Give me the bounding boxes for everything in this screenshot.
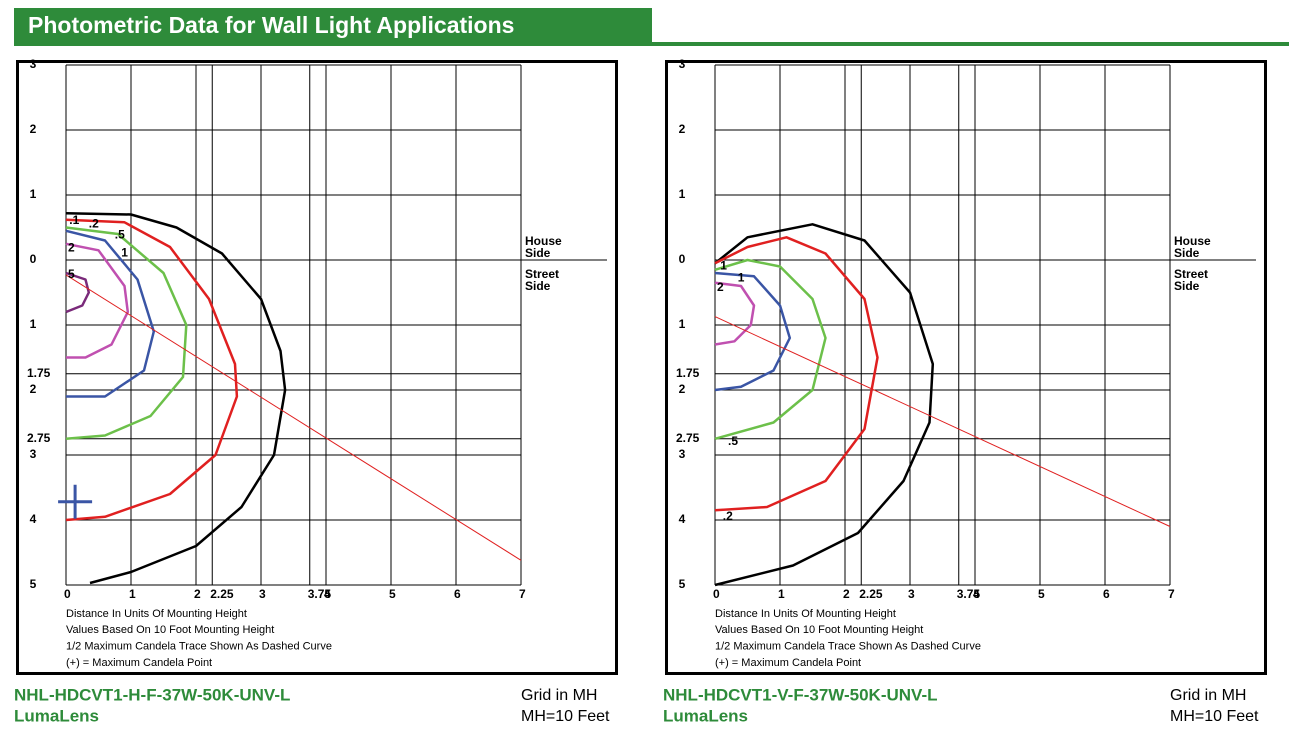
y-tick-label: 5 bbox=[30, 577, 37, 591]
grid-note: Grid in MH bbox=[1170, 687, 1246, 704]
x-tick-label: 2 bbox=[194, 587, 201, 601]
y-tick-label: 1 bbox=[679, 187, 686, 201]
contour-label: .5 bbox=[728, 434, 738, 448]
y-tick-label: 1.75 bbox=[27, 366, 51, 380]
title-rule bbox=[14, 42, 1289, 46]
y-tick-label: 1 bbox=[30, 317, 37, 331]
note: Distance In Units Of Mounting Height bbox=[66, 608, 247, 620]
isocandela-curve bbox=[65, 271, 91, 314]
x-tick-label: 3.75 bbox=[957, 587, 981, 601]
isocandela-curve bbox=[65, 226, 188, 441]
lens-name: LumaLens bbox=[663, 706, 748, 725]
y-tick-label: 3 bbox=[679, 57, 686, 71]
x-tick-label: 2 bbox=[843, 587, 850, 601]
grid-note: Grid in MH bbox=[521, 687, 597, 704]
y-tick-label: 2.75 bbox=[27, 431, 51, 445]
panel-frame bbox=[16, 60, 618, 675]
y-tick-label: 3 bbox=[30, 447, 37, 461]
title-bar bbox=[14, 8, 652, 45]
x-tick-label: 2.25 bbox=[859, 587, 883, 601]
page-title: Photometric Data for Wall Light Applicat… bbox=[28, 12, 514, 38]
contour-label: .1 bbox=[69, 213, 79, 227]
y-tick-label: 2.75 bbox=[676, 431, 700, 445]
y-tick-label: 1 bbox=[30, 187, 37, 201]
street-side-label: Street Side bbox=[525, 267, 559, 293]
note: 1/2 Maximum Candela Trace Shown As Dashe… bbox=[66, 641, 332, 653]
x-tick-label: 6 bbox=[454, 587, 461, 601]
contour-label: .2 bbox=[89, 216, 99, 230]
street-side-label: Street Side bbox=[1174, 267, 1208, 293]
mh-note: MH=10 Feet bbox=[521, 708, 610, 725]
y-tick-label: 2 bbox=[679, 382, 686, 396]
contour-label: 2 bbox=[68, 240, 75, 254]
contour-label: 5 bbox=[68, 267, 75, 281]
y-tick-label: 4 bbox=[30, 512, 37, 526]
contour-label: 1 bbox=[738, 270, 745, 284]
y-tick-label: 1.75 bbox=[676, 366, 700, 380]
product-name: NHL-HDCVT1-H-F-37W-50K-UNV-L bbox=[14, 685, 290, 704]
house-side-label: House Side bbox=[1174, 234, 1211, 260]
y-tick-label: 4 bbox=[679, 512, 686, 526]
x-tick-label: 7 bbox=[1168, 587, 1175, 601]
x-tick-label: 1 bbox=[129, 587, 136, 601]
note: 1/2 Maximum Candela Trace Shown As Dashe… bbox=[715, 641, 981, 653]
contour-label: 1 bbox=[121, 246, 128, 260]
isocandela-curve bbox=[714, 236, 879, 512]
x-tick-label: 2.25 bbox=[210, 587, 234, 601]
y-tick-label: 2 bbox=[30, 382, 37, 396]
max-candela-point bbox=[58, 484, 93, 519]
note: (+) = Maximum Candela Point bbox=[66, 657, 212, 669]
isocandela-curve bbox=[714, 316, 1171, 527]
y-tick-label: 2 bbox=[30, 122, 37, 136]
x-tick-label: 3 bbox=[908, 587, 915, 601]
x-tick-label: 4 bbox=[324, 587, 331, 601]
contour-label: .5 bbox=[115, 227, 125, 241]
panel-frame bbox=[665, 60, 1267, 675]
y-tick-label: 3 bbox=[30, 57, 37, 71]
x-tick-label: 3 bbox=[259, 587, 266, 601]
x-tick-label: 4 bbox=[973, 587, 980, 601]
isocandela-curve bbox=[65, 211, 287, 585]
x-tick-label: 1 bbox=[778, 587, 785, 601]
x-tick-label: 0 bbox=[64, 587, 71, 601]
isocandela-curve bbox=[65, 218, 239, 522]
y-tick-label: 3 bbox=[679, 447, 686, 461]
x-tick-label: 5 bbox=[1038, 587, 1045, 601]
contour-label: 2 bbox=[717, 280, 724, 294]
lens-name: LumaLens bbox=[14, 706, 99, 725]
y-tick-label: 0 bbox=[679, 252, 686, 266]
y-tick-label: 2 bbox=[679, 122, 686, 136]
isocandela-curve bbox=[714, 271, 792, 392]
note: Values Based On 10 Foot Mounting Height bbox=[66, 624, 274, 636]
house-side-label: House Side bbox=[525, 234, 562, 260]
isocandela-curve bbox=[65, 242, 130, 359]
isocandela-curve bbox=[65, 229, 156, 398]
y-tick-label: 5 bbox=[679, 577, 686, 591]
isocandela-curve bbox=[714, 258, 827, 441]
x-tick-label: 5 bbox=[389, 587, 396, 601]
x-tick-label: 3.75 bbox=[308, 587, 332, 601]
product-name: NHL-HDCVT1-V-F-37W-50K-UNV-L bbox=[663, 685, 938, 704]
isocandela-curve bbox=[714, 281, 756, 346]
note: Distance In Units Of Mounting Height bbox=[715, 608, 896, 620]
x-tick-label: 6 bbox=[1103, 587, 1110, 601]
contour-label: 1 bbox=[720, 259, 727, 273]
isocandela-curve bbox=[65, 274, 522, 561]
note: Values Based On 10 Foot Mounting Height bbox=[715, 624, 923, 636]
x-tick-label: 7 bbox=[519, 587, 526, 601]
y-tick-label: 0 bbox=[30, 252, 37, 266]
contour-label: .2 bbox=[723, 509, 733, 523]
isocandela-curve bbox=[714, 223, 935, 587]
y-tick-label: 1 bbox=[679, 317, 686, 331]
x-tick-label: 0 bbox=[713, 587, 720, 601]
note: (+) = Maximum Candela Point bbox=[715, 657, 861, 669]
mh-note: MH=10 Feet bbox=[1170, 708, 1259, 725]
